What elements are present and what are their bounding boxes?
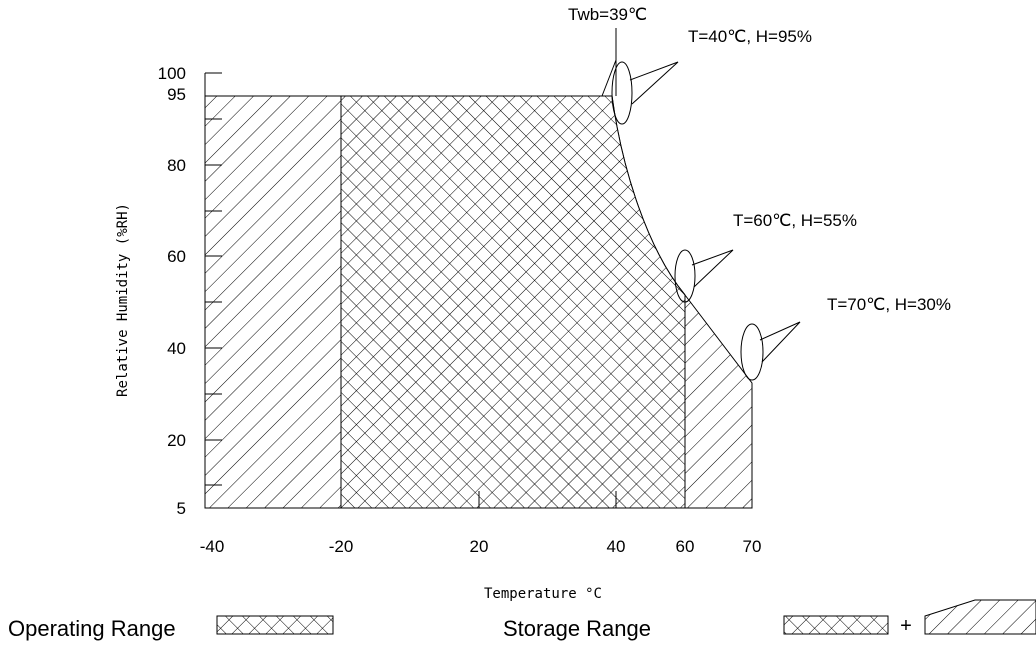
wet-bulb-label: Twb=39℃ bbox=[568, 5, 647, 24]
y-tick-marks bbox=[205, 72, 222, 486]
x-axis-label: Temperature °C bbox=[484, 586, 602, 602]
y-tick-label-80: 80 bbox=[167, 156, 186, 175]
annotation-60c: T=60℃, H=55% bbox=[733, 211, 857, 230]
y-tick-label-5: 5 bbox=[177, 499, 186, 518]
x-tick-label-neg40: -40 bbox=[200, 537, 225, 556]
x-tick-label-40: 40 bbox=[607, 537, 626, 556]
x-tick-marks bbox=[478, 491, 617, 508]
y-tick-label-100: 100 bbox=[158, 64, 186, 83]
legend-storage-swatch-diagonal bbox=[924, 599, 1036, 635]
annotation-40c: T=40℃, H=95% bbox=[688, 27, 812, 46]
legend-plus-sign: + bbox=[900, 615, 912, 637]
x-tick-label-neg20: -20 bbox=[329, 537, 354, 556]
y-tick-label-40: 40 bbox=[167, 339, 186, 358]
legend-operating-swatch bbox=[216, 615, 334, 635]
legend-storage-swatch-cross bbox=[783, 615, 889, 635]
y-tick-label-95: 95 bbox=[167, 85, 186, 104]
y-axis-label: Relative Humidity (%RH) bbox=[115, 203, 131, 397]
callout-pointer-70 bbox=[759, 321, 801, 363]
callout-pointer-60 bbox=[691, 249, 734, 288]
callout-ellipse-70 bbox=[740, 323, 764, 381]
y-tick-label-60: 60 bbox=[167, 247, 186, 266]
legend-operating-label: Operating Range bbox=[8, 616, 176, 641]
callout-ellipse-60 bbox=[674, 249, 696, 303]
wet-bulb-line bbox=[601, 59, 617, 97]
x-tick-label-60: 60 bbox=[676, 537, 695, 556]
operating-range-hatch bbox=[340, 95, 686, 509]
y-tick-label-20: 20 bbox=[167, 431, 186, 450]
callout-ellipse-40 bbox=[611, 61, 633, 125]
callout-pointer-40 bbox=[629, 61, 679, 105]
x-tick-label-20: 20 bbox=[470, 537, 489, 556]
legend-storage-label: Storage Range bbox=[503, 616, 651, 641]
annotation-70c: T=70℃, H=30% bbox=[827, 295, 951, 314]
x-tick-label-70: 70 bbox=[743, 537, 762, 556]
